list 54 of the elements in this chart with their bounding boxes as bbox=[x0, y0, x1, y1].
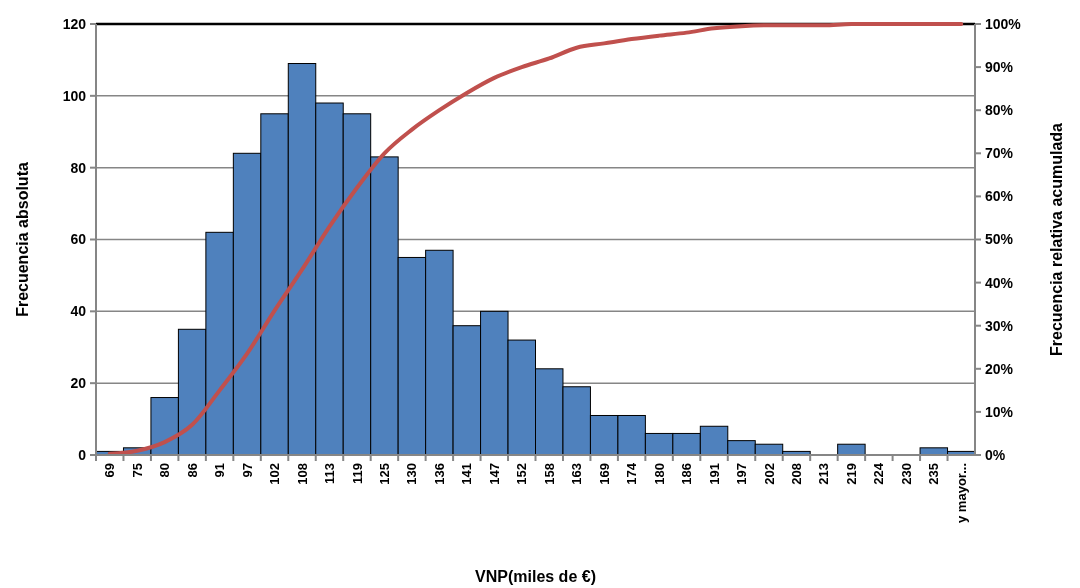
y-tick-label: 60 bbox=[70, 231, 87, 248]
y2-axis-title: Frecuencia relativa acumulada bbox=[1048, 122, 1065, 356]
x-tick-label: 125 bbox=[376, 463, 392, 485]
line-series bbox=[107, 22, 964, 456]
y-tick-label: 100 bbox=[62, 87, 87, 104]
y2-tick-label: 10% bbox=[985, 403, 1014, 420]
x-tick-label: 102 bbox=[267, 463, 283, 485]
y2-tick-label: 100% bbox=[985, 15, 1022, 32]
x-tick-label: 235 bbox=[926, 463, 942, 485]
x-tick-label: 108 bbox=[294, 463, 310, 485]
y2-tick-label: 80% bbox=[985, 102, 1014, 119]
x-tick-label: 208 bbox=[789, 463, 804, 485]
x-tick-label: 186 bbox=[679, 463, 695, 485]
x-tick-label: 202 bbox=[761, 463, 777, 485]
x-tick-label: 136 bbox=[431, 463, 447, 485]
y-tick-label: 40 bbox=[70, 303, 87, 320]
y-tick-label: 0 bbox=[78, 446, 87, 463]
y-tick-label: 80 bbox=[70, 159, 87, 176]
x-tick-label: 180 bbox=[651, 463, 667, 485]
x-tick-label: 119 bbox=[349, 463, 365, 484]
x-tick-label: y mayor... bbox=[953, 463, 969, 523]
x-tick-label: 86 bbox=[184, 463, 200, 478]
x-tick-label: 69 bbox=[102, 463, 118, 478]
y-axis-title: Frecuencia absoluta bbox=[14, 162, 31, 317]
y2-tick-label: 70% bbox=[985, 145, 1014, 162]
x-tick-label: 130 bbox=[404, 463, 420, 485]
x-tick-label: 141 bbox=[459, 463, 475, 485]
y2-tick-label: 50% bbox=[985, 231, 1014, 248]
x-tick-label: 97 bbox=[239, 463, 255, 478]
x-axis-title: VNP(miles de €) bbox=[475, 568, 596, 585]
y2-tick-label: 20% bbox=[985, 360, 1014, 377]
x-tick-label: 169 bbox=[596, 463, 612, 485]
x-tick-label: 197 bbox=[734, 463, 750, 485]
x-tick-label: 230 bbox=[898, 463, 914, 485]
x-tick-label: 152 bbox=[514, 463, 530, 485]
x-tick-label: 219 bbox=[843, 463, 859, 485]
x-tick-label: 91 bbox=[212, 463, 228, 478]
y2-tick-label: 40% bbox=[985, 274, 1014, 291]
x-tick-label: 80 bbox=[157, 463, 173, 478]
x-tick-label: 163 bbox=[569, 463, 585, 485]
x-tick-label: 147 bbox=[486, 463, 502, 485]
y-tick-label: 120 bbox=[62, 15, 87, 32]
x-tick-label: 113 bbox=[322, 463, 338, 484]
x-tick-label: 224 bbox=[871, 462, 887, 485]
x-tick-label: 174 bbox=[624, 462, 640, 485]
x-tick-label: 158 bbox=[541, 463, 557, 485]
y2-tick-label: 60% bbox=[985, 188, 1014, 205]
x-tick-label: 213 bbox=[816, 463, 832, 485]
y-tick-label: 20 bbox=[70, 375, 87, 392]
y2-tick-label: 0% bbox=[985, 446, 1006, 463]
y2-tick-label: 90% bbox=[985, 59, 1014, 75]
y2-tick-label: 30% bbox=[985, 317, 1014, 334]
x-tick-label: 75 bbox=[129, 463, 145, 478]
x-tick-label: 191 bbox=[706, 463, 722, 485]
